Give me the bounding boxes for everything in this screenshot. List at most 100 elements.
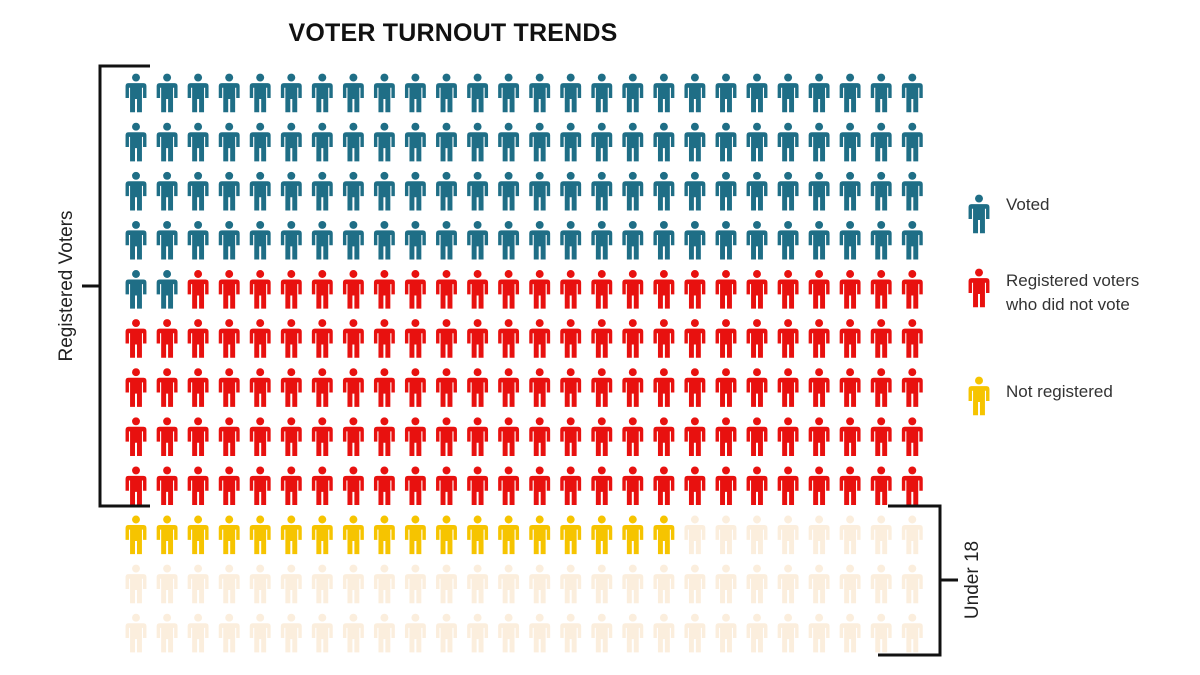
- person-icon-not-registered: [560, 515, 582, 555]
- person-icon-voted: [125, 171, 147, 211]
- person-icon-not-registered: [622, 515, 644, 555]
- person-icon-voted: [560, 220, 582, 260]
- under-18-label: Under 18: [962, 541, 983, 619]
- person-icon-registered-not-voted: [218, 270, 240, 309]
- person-icon-registered-not-voted: [560, 319, 582, 358]
- person-icon-voted: [684, 171, 706, 211]
- person-icon-registered-not-voted: [684, 319, 706, 358]
- person-icon-registered-not-voted: [187, 319, 209, 358]
- person-icon-registered-not-voted: [156, 319, 178, 358]
- person-icon-registered-not-voted: [901, 319, 923, 358]
- person-icon-under-18: [870, 515, 892, 555]
- registered-voters-label: Registered Voters: [56, 210, 77, 361]
- person-icon-registered-not-voted: [342, 368, 364, 407]
- person-icon-registered-not-voted: [653, 417, 675, 456]
- person-icon-registered-not-voted: [622, 319, 644, 358]
- person-icon-registered-not-voted: [498, 466, 520, 506]
- person-icon-registered-not-voted: [901, 270, 923, 309]
- person-icon-voted: [498, 73, 520, 113]
- legend-item-not-registered: Not registered: [968, 376, 1113, 416]
- person-icon-voted: [404, 122, 426, 162]
- person-icon-voted: [746, 73, 768, 113]
- person-icon-voted: [808, 220, 830, 260]
- person-icon-under-18: [684, 613, 706, 653]
- person-icon-not-registered: [498, 515, 520, 555]
- person-icon-registered-not-voted: [591, 270, 613, 309]
- person-icon-registered-not-voted: [311, 466, 333, 506]
- person-icon-under-18: [529, 564, 551, 604]
- person-icon-under-18: [218, 613, 240, 653]
- person-icon-registered-not-voted: [746, 417, 768, 456]
- person-icon-under-18: [280, 564, 302, 604]
- under-18-bracket: Under 18: [878, 504, 983, 657]
- person-icon-registered-not-voted: [436, 319, 457, 358]
- legend-voted-person-icon: [968, 194, 990, 234]
- person-icon-registered-not-voted: [218, 466, 240, 506]
- person-icon-voted: [373, 73, 395, 113]
- person-icon-under-18: [373, 613, 395, 653]
- person-icon-voted: [373, 171, 395, 211]
- person-icon-voted: [746, 171, 768, 211]
- person-icon-registered-not-voted: [870, 368, 892, 407]
- person-icon-registered-not-voted: [715, 368, 737, 407]
- person-icon-voted: [684, 73, 706, 113]
- person-icon-registered-not-voted: [125, 417, 147, 456]
- person-icon-under-18: [870, 613, 892, 653]
- person-icon-voted: [901, 171, 923, 211]
- person-icon-registered-not-voted: [373, 417, 395, 456]
- person-icon-voted: [187, 171, 209, 211]
- person-icon-under-18: [715, 613, 737, 653]
- person-icon-registered-not-voted: [280, 417, 302, 456]
- person-icon-registered-not-voted: [467, 270, 489, 309]
- person-icon-voted: [311, 73, 333, 113]
- person-icon-registered-not-voted: [498, 270, 520, 309]
- person-icon-voted: [311, 171, 333, 211]
- person-icon-registered-not-voted: [684, 368, 706, 407]
- person-icon-registered-not-voted: [249, 466, 271, 506]
- person-icon-not-registered: [125, 515, 147, 555]
- person-icon-voted: [901, 73, 923, 113]
- person-icon-under-18: [591, 564, 613, 604]
- person-icon-registered-not-voted: [342, 319, 364, 358]
- person-icon-voted: [156, 270, 178, 309]
- legend-label-registered-not-voted-line2: who did not vote: [1005, 295, 1130, 314]
- person-icon-registered-not-voted: [808, 417, 830, 456]
- person-icon-registered-not-voted: [839, 466, 861, 506]
- person-icon-voted: [498, 171, 520, 211]
- person-icon-registered-not-voted: [808, 319, 830, 358]
- person-icon-under-18: [249, 613, 271, 653]
- person-icon-under-18: [467, 564, 489, 604]
- person-icon-registered-not-voted: [311, 417, 333, 456]
- person-icon-registered-not-voted: [901, 417, 923, 456]
- person-icon-registered-not-voted: [404, 319, 426, 358]
- person-icon-registered-not-voted: [684, 270, 706, 309]
- person-icon-under-18: [125, 613, 147, 653]
- person-icon-registered-not-voted: [746, 270, 768, 309]
- person-icon-voted: [436, 73, 457, 113]
- person-icon-voted: [218, 73, 240, 113]
- person-icon-registered-not-voted: [218, 319, 240, 358]
- person-icon-voted: [591, 171, 613, 211]
- person-icon-not-registered: [187, 515, 209, 555]
- person-icon-registered-not-voted: [653, 270, 675, 309]
- person-icon-under-18: [187, 613, 209, 653]
- person-icon-registered-not-voted: [125, 466, 147, 506]
- person-icon-voted: [839, 220, 861, 260]
- person-icon-voted: [342, 122, 364, 162]
- person-icon-under-18: [901, 613, 923, 653]
- person-icon-registered-not-voted: [777, 368, 799, 407]
- person-icon-under-18: [684, 564, 706, 604]
- person-icon-not-registered: [404, 515, 426, 555]
- person-icon-voted: [342, 220, 364, 260]
- person-icon-under-18: [808, 613, 830, 653]
- person-icon-voted: [591, 73, 613, 113]
- person-icon-voted: [529, 171, 551, 211]
- person-icon-voted: [342, 171, 364, 211]
- person-icon-voted: [653, 220, 675, 260]
- person-icon-registered-not-voted: [280, 466, 302, 506]
- person-icon-voted: [436, 122, 457, 162]
- person-icon-registered-not-voted: [777, 270, 799, 309]
- person-icon-voted: [125, 220, 147, 260]
- person-icon-voted: [591, 122, 613, 162]
- person-icon-under-18: [715, 515, 737, 555]
